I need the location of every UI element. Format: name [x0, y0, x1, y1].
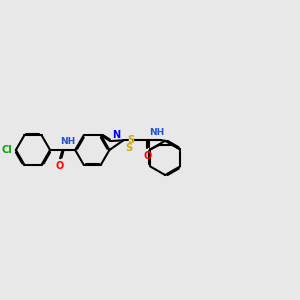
Text: NH: NH [149, 128, 164, 137]
Text: O: O [143, 151, 152, 161]
Text: O: O [56, 160, 64, 171]
Text: N: N [112, 130, 120, 140]
Text: S: S [125, 142, 132, 153]
Text: Cl: Cl [2, 145, 12, 155]
Text: S: S [128, 135, 134, 145]
Text: NH: NH [61, 137, 76, 146]
